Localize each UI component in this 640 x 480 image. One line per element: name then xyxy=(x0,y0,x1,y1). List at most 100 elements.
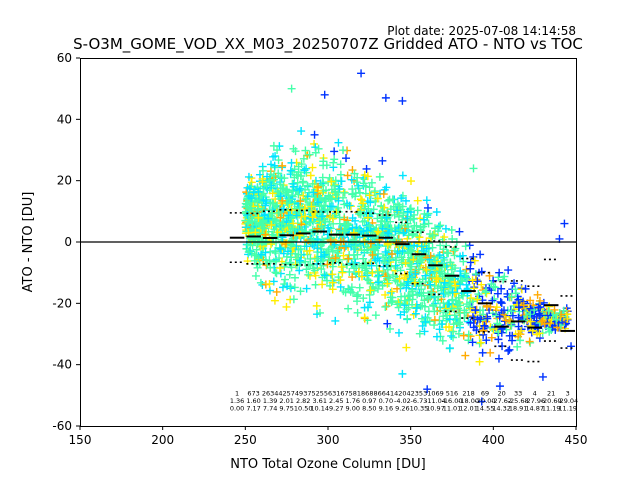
scatter-point xyxy=(313,183,322,192)
scatter-point xyxy=(370,226,379,235)
scatter-point xyxy=(353,308,362,317)
scatter-point xyxy=(280,262,289,271)
scatter-point xyxy=(534,303,543,312)
scatter-point xyxy=(478,348,487,357)
bin-stat-label: 1069 xyxy=(427,389,444,397)
scatter-point xyxy=(432,208,441,217)
scatter-point xyxy=(466,298,475,307)
scatter-point xyxy=(428,272,437,281)
scatter-point xyxy=(295,256,304,265)
scatter-point xyxy=(398,171,407,180)
bin-stat-label: 6641 xyxy=(378,389,395,397)
scatter-point xyxy=(251,271,260,280)
scatter-point xyxy=(332,207,341,216)
scatter-point xyxy=(378,281,387,290)
scatter-point xyxy=(295,266,304,275)
scatter-point xyxy=(350,264,359,273)
scatter-point xyxy=(337,262,346,271)
scatter-point xyxy=(300,212,309,221)
scatter-point xyxy=(328,214,337,223)
scatter-point xyxy=(330,155,339,164)
bin-stat-label: 11.01 xyxy=(443,405,462,413)
scatter-point xyxy=(435,267,444,276)
scatter-point xyxy=(296,287,305,296)
bin-stat-label: 20 xyxy=(497,389,505,397)
scatter-point xyxy=(363,172,372,181)
scatter-point xyxy=(270,161,279,170)
scatter-point xyxy=(254,187,263,196)
scatter-point xyxy=(429,300,438,309)
scatter-point xyxy=(395,274,404,283)
scatter-point xyxy=(313,244,322,253)
scatter-point xyxy=(364,276,373,285)
scatter-point xyxy=(505,345,514,354)
scatter-point xyxy=(465,241,474,250)
scatter-point xyxy=(271,247,280,256)
scatter-point xyxy=(292,171,301,180)
scatter-point xyxy=(436,221,445,230)
bin-stat-label: 4257 xyxy=(278,389,295,397)
scatter-point xyxy=(521,284,530,293)
scatter-point xyxy=(285,270,294,279)
scatter-point xyxy=(513,342,522,351)
scatter-point xyxy=(452,296,461,305)
scatter-point xyxy=(394,212,403,221)
scatter-point xyxy=(297,160,306,169)
scatter-point xyxy=(305,150,314,159)
scatter-point xyxy=(527,328,536,337)
y-axis: -60 -40 -20 0 20 40 60 xyxy=(52,51,80,433)
y-axis-label: ATO - NTO [DU] xyxy=(21,192,36,293)
scatter-point xyxy=(364,232,373,241)
scatter-point xyxy=(279,204,288,213)
scatter-point xyxy=(495,268,504,277)
scatter-point xyxy=(304,261,313,270)
scatter-point xyxy=(408,287,417,296)
scatter-point xyxy=(354,267,363,276)
scatter-point xyxy=(322,161,331,170)
scatter-point xyxy=(480,322,489,331)
scatter-point xyxy=(302,265,311,274)
scatter-point xyxy=(284,211,293,220)
scatter-point xyxy=(431,224,440,233)
scatter-point xyxy=(383,279,392,288)
scatter-point xyxy=(269,277,278,286)
scatter-point xyxy=(507,292,516,301)
scatter-point xyxy=(526,296,535,305)
scatter-point xyxy=(411,309,420,318)
scatter-point xyxy=(511,289,520,298)
scatter-point xyxy=(315,308,324,317)
bin-stat-label: 7.74 xyxy=(263,405,277,413)
scatter-point xyxy=(339,146,348,155)
scatter-point xyxy=(533,290,542,299)
scatter-point xyxy=(287,158,296,167)
scatter-point xyxy=(276,213,285,222)
scatter-point xyxy=(391,276,400,285)
scatter-point xyxy=(472,326,481,335)
scatter-point xyxy=(544,324,553,333)
plot-area: 1 673 2634 4257 4937 5255 6316 7581 8688 6641 4204… xyxy=(80,69,578,413)
bin-stat-label: 1.76 xyxy=(346,397,360,405)
scatter-point xyxy=(384,196,393,205)
scatter-point xyxy=(280,174,289,183)
scatter-point xyxy=(525,337,534,346)
scatter-point xyxy=(365,290,374,299)
scatter-point xyxy=(384,273,393,282)
scatter-point xyxy=(262,180,271,189)
scatter-point xyxy=(430,321,439,330)
scatter-point xyxy=(283,247,292,256)
scatter-point xyxy=(368,268,377,277)
scatter-point xyxy=(413,206,422,215)
scatter-point xyxy=(348,223,357,232)
scatter-point xyxy=(430,315,439,324)
scatter-point xyxy=(327,195,336,204)
scatter-point xyxy=(422,244,431,253)
scatter-point xyxy=(405,258,414,267)
scatter-point xyxy=(441,308,450,317)
scatter-point xyxy=(514,313,523,322)
scatter-point xyxy=(298,178,307,187)
scatter-point xyxy=(271,257,280,266)
scatter-point xyxy=(391,227,400,236)
scatter-point xyxy=(286,166,295,175)
scatter-point xyxy=(386,217,395,226)
scatter-point xyxy=(363,303,372,312)
